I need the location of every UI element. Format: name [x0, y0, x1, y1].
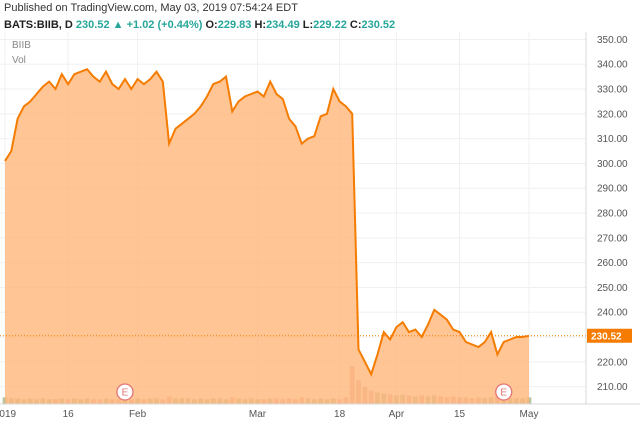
x-tick-label: 2019 [0, 409, 17, 420]
y-tick-label: 290.00 [597, 184, 628, 195]
x-tick-label: Apr [389, 409, 405, 420]
close-value: 230.52 [361, 19, 396, 31]
legend-volume: Vol [12, 55, 26, 66]
y-tick-label: 280.00 [597, 209, 628, 220]
price-line [4, 68, 530, 377]
earnings-marker[interactable] [495, 383, 513, 401]
x-tick-label: 15 [454, 409, 466, 420]
up-arrow-icon: ▲ [112, 19, 124, 31]
earnings-marker-label: E [122, 388, 129, 399]
high-label: H: [254, 19, 267, 31]
y-tick-label: 210.00 [597, 382, 628, 393]
y-tick-label: 330.00 [597, 85, 628, 96]
price-axis[interactable]: 210.00220.00230.00240.00250.00260.00270.… [597, 35, 628, 393]
y-tick-label: 310.00 [597, 134, 628, 145]
x-tick-label: 18 [334, 409, 346, 420]
x-tick-label: Feb [129, 409, 147, 420]
y-tick-label: 220.00 [597, 357, 628, 368]
last-price-label-bg [587, 328, 632, 343]
price-area [5, 69, 529, 404]
time-axis[interactable]: 2019 16 Feb Mar 18 Apr 15 May [0, 409, 538, 420]
earnings-marker[interactable] [116, 383, 134, 401]
y-tick-label: 350.00 [597, 35, 628, 46]
y-tick-label: 300.00 [597, 159, 628, 170]
earnings-marker-label: E [500, 388, 507, 399]
x-tick-label: May [520, 409, 539, 420]
y-tick-label: 250.00 [597, 283, 628, 294]
quote-line: BATS:BIIB, D 230.52 ▲ +1.02 (+0.44%) O:2… [4, 19, 395, 31]
last-price-label: 230.52 [587, 328, 632, 343]
low-value: 229.22 [313, 19, 347, 31]
x-tick-label: 16 [63, 409, 75, 420]
open-value: 229.83 [217, 19, 252, 31]
price-chart[interactable]: EE 210.00220.00230.00240.00250.00260.002… [0, 32, 640, 432]
close-label: C: [349, 19, 362, 31]
high-value: 234.49 [266, 19, 300, 31]
y-tick-label: 260.00 [597, 258, 628, 269]
last-price-label-text: 230.52 [591, 331, 622, 342]
y-tick-label: 340.00 [597, 60, 628, 71]
low-label: L: [302, 19, 314, 31]
y-tick-label: 270.00 [597, 233, 628, 244]
y-tick-label: 320.00 [597, 109, 628, 120]
open-label: O: [205, 19, 218, 31]
symbol-label: BATS:BIIB, D [4, 19, 73, 31]
y-tick-label: 240.00 [597, 308, 628, 319]
legend-symbol: BIIB [12, 40, 31, 51]
x-tick-label: Mar [249, 409, 267, 420]
published-caption: Published on TradingView.com, May 03, 20… [4, 2, 298, 14]
change-value: +1.02 (+0.44%) [126, 19, 203, 31]
last-price-value: 230.52 [75, 19, 110, 31]
